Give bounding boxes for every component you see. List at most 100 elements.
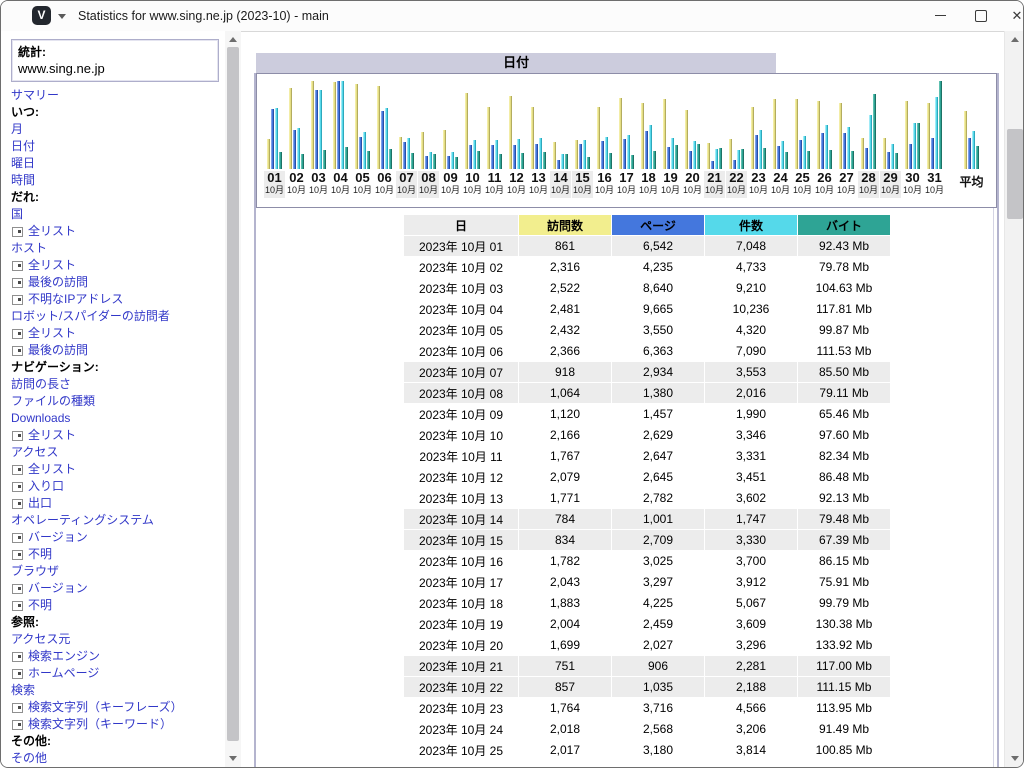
bar-pages	[887, 152, 890, 169]
table-cell: 918	[519, 362, 611, 382]
bar-group	[308, 81, 329, 169]
bar-pages	[381, 111, 384, 169]
app-icon[interactable]: V	[32, 6, 51, 25]
chart-day-group: 05 10月	[352, 81, 373, 198]
sidebar-item[interactable]: Downloads	[11, 411, 71, 425]
table-row: 2023年 10月 20 1,699 2,027 3,296 133.92 Mb	[404, 635, 890, 655]
table-cell: 2023年 10月 17	[404, 572, 518, 592]
bar-pages	[337, 81, 340, 169]
sidebar-item[interactable]: ホームページ	[11, 665, 221, 682]
scroll-up-icon[interactable]	[1011, 37, 1019, 42]
table-row: 2023年 10月 05 2,432 3,550 4,320 99.87 Mb	[404, 320, 890, 340]
sidebar-item[interactable]: 入り口	[11, 478, 221, 495]
minimize-button[interactable]	[920, 1, 960, 30]
table-cell: 2023年 10月 25	[404, 740, 518, 760]
table-cell: 79.11 Mb	[798, 383, 890, 403]
close-button[interactable]: ✕	[997, 1, 1023, 30]
bar-visits	[267, 139, 270, 169]
bar-visits	[839, 103, 842, 169]
sidebar-item[interactable]: ファイルの種類	[11, 394, 96, 408]
main-scrollbar-thumb[interactable]	[1007, 129, 1023, 219]
column-header: ページ	[612, 215, 704, 235]
titlebar-menu-chevron-icon[interactable]	[58, 14, 66, 19]
bar-bytes	[565, 154, 568, 169]
sidebar-item[interactable]: その他	[11, 751, 48, 765]
sidebar-item[interactable]: ロボット/スパイダーの訪問者	[11, 309, 170, 323]
month-label: 10月	[550, 185, 571, 198]
chart-day-group: 07 10月	[396, 81, 417, 198]
sidebar-item[interactable]: 全リスト	[11, 325, 221, 342]
scroll-down-icon[interactable]	[229, 756, 237, 761]
table-cell: 75.91 Mb	[798, 572, 890, 592]
sidebar-item[interactable]: ブラウザ	[11, 564, 60, 578]
month-label: 10月	[594, 185, 614, 195]
bar-visits	[443, 130, 446, 169]
bar-hits	[605, 137, 608, 169]
sidebar-item[interactable]: 出口	[11, 495, 221, 512]
sidebar-item[interactable]: サマリー	[11, 88, 60, 102]
sidebar-item[interactable]: 全リスト	[11, 257, 221, 274]
sidebar-item[interactable]: 全リスト	[11, 223, 221, 240]
sidebar-item[interactable]: 検索	[11, 683, 36, 697]
sidebar-scrollbar-thumb[interactable]	[227, 47, 239, 741]
bar-bytes	[653, 151, 656, 169]
sidebar-item[interactable]: 全リスト	[11, 461, 221, 478]
bar-group	[594, 81, 615, 169]
sidebar-item[interactable]: 時間	[11, 173, 36, 187]
sidebar-item[interactable]: 検索エンジン	[11, 648, 221, 665]
sidebar-item[interactable]: 全リスト	[11, 427, 221, 444]
day-label: 19	[663, 170, 678, 185]
table-cell: 751	[519, 656, 611, 676]
bar-visits	[355, 84, 358, 169]
table-row: 2023年 10月 22 857 1,035 2,188 111.15 Mb	[404, 677, 890, 697]
bar-bytes	[631, 155, 634, 169]
main-scrollbar[interactable]	[1004, 31, 1023, 767]
column-header: バイト	[798, 215, 890, 235]
sidebar-item[interactable]: 不明	[11, 597, 221, 614]
table-row: 2023年 10月 19 2,004 2,459 3,609 130.38 Mb	[404, 614, 890, 634]
sidebar-item[interactable]: バージョン	[11, 580, 221, 597]
sidebar-scrollbar[interactable]	[225, 31, 241, 767]
sidebar-item[interactable]: 不明なIPアドレス	[11, 291, 221, 308]
table-row: 2023年 10月 06 2,366 6,363 7,090 111.53 Mb	[404, 341, 890, 361]
table-cell: 113.95 Mb	[798, 698, 890, 718]
table-cell: 784	[519, 509, 611, 529]
table-cell: 2,934	[612, 362, 704, 382]
table-cell: 79.48 Mb	[798, 509, 890, 529]
scroll-down-icon[interactable]	[1011, 756, 1019, 761]
sidebar-item[interactable]: 検索文字列（キーフレーズ）	[11, 699, 221, 716]
bar-visits	[964, 111, 967, 169]
bar-bytes	[763, 148, 766, 169]
chart-day-group: 13 10月	[528, 81, 549, 198]
bar-hits	[297, 128, 300, 169]
chart-day-group: 22 10月	[726, 81, 747, 198]
day-label: 16	[597, 170, 612, 185]
bar-hits	[825, 125, 828, 169]
table-cell: 10,236	[705, 299, 797, 319]
day-label: 24	[773, 170, 788, 185]
sidebar-item[interactable]: オペレーティングシステム	[11, 513, 154, 527]
table-cell: 3,609	[705, 614, 797, 634]
sidebar-item[interactable]: 最後の訪問	[11, 342, 221, 359]
table-cell: 8,640	[612, 278, 704, 298]
sidebar-item[interactable]: 不明	[11, 546, 221, 563]
sidebar-item[interactable]: 最後の訪問	[11, 274, 221, 291]
maximize-button[interactable]	[961, 1, 1001, 30]
sidebar-item[interactable]: 国	[11, 207, 24, 221]
table-cell: 2,017	[519, 740, 611, 760]
sidebar-item[interactable]: 月	[11, 122, 24, 136]
sidebar-item[interactable]: 曜日	[11, 156, 36, 170]
sidebar-item[interactable]: 訪問の長さ	[11, 377, 72, 391]
day-label: 13	[531, 170, 546, 185]
sidebar-item[interactable]: アクセス	[11, 445, 59, 459]
bar-group	[572, 81, 593, 169]
bar-pages	[799, 140, 802, 169]
table-cell: 2,316	[519, 257, 611, 277]
sidebar-item[interactable]: 検索文字列（キーワード）	[11, 716, 221, 733]
frame-icon	[12, 703, 23, 713]
scroll-up-icon[interactable]	[229, 37, 237, 42]
sidebar-item[interactable]: アクセス元	[11, 632, 71, 646]
sidebar-item[interactable]: ホスト	[11, 241, 48, 255]
sidebar-item[interactable]: 日付	[11, 139, 36, 153]
sidebar-item[interactable]: バージョン	[11, 529, 221, 546]
